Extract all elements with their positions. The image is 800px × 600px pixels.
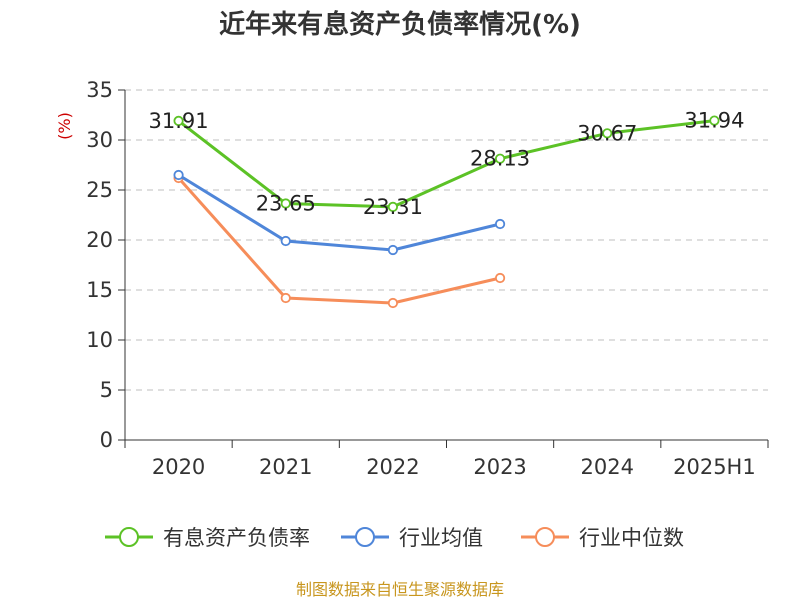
grid-lines <box>125 89 768 391</box>
data-point <box>387 244 399 256</box>
y-tick-label: 30 <box>86 128 113 152</box>
data-point <box>387 201 399 212</box>
legend-item-0: 有息资产负债率 <box>105 526 310 550</box>
y-tick-label: 20 <box>86 228 113 252</box>
data-point <box>494 218 506 230</box>
data-label: 31.94 <box>684 109 744 133</box>
legend-label: 有息资产负债率 <box>163 526 310 550</box>
x-tick-label: 2021 <box>259 455 312 479</box>
chart-title: 近年来有息资产负债率情况(%) <box>219 9 581 40</box>
data-label: 30.67 <box>577 121 637 145</box>
data-point <box>709 115 720 126</box>
y-tick-label: 35 <box>86 78 113 102</box>
y-tick-label: 10 <box>86 328 113 352</box>
legend-item-2: 行业中位数 <box>521 526 684 550</box>
data-point <box>602 128 613 139</box>
data-point <box>173 169 184 181</box>
data-label: 23.65 <box>256 192 316 216</box>
x-tick-label: 2020 <box>152 455 205 479</box>
data-labels: 31.91 23.65 23.31 28.13 30.67 31.94 <box>149 109 745 219</box>
data-point <box>494 153 506 164</box>
series-1 <box>173 169 506 256</box>
x-tick-label: 2022 <box>366 455 419 479</box>
data-point <box>280 235 291 247</box>
data-label: 28.13 <box>470 147 530 171</box>
y-tick-label: 0 <box>100 428 113 452</box>
legend-marker <box>535 527 555 547</box>
data-point <box>173 115 184 127</box>
x-tick-label: 2023 <box>473 455 526 479</box>
data-point <box>280 198 291 209</box>
legend-item-1: 行业均值 <box>341 526 483 550</box>
series-lines <box>173 115 720 309</box>
series-line <box>177 173 502 252</box>
data-label: 23.31 <box>363 195 423 219</box>
legend-marker <box>119 527 139 547</box>
y-tick-label: 5 <box>100 378 113 402</box>
data-point <box>494 272 506 284</box>
legend-marker <box>355 527 375 547</box>
axes: 0 5 10 15 20 25 30 35 2020 2021 2022 2023 2024 2025H1 <box>86 78 769 479</box>
y-axis-label: (%) <box>55 112 74 140</box>
source-note: 制图数据来自恒生聚源数据库 <box>296 580 504 599</box>
legend: 有息资产负债率 行业均值 行业中位数 <box>105 526 684 550</box>
x-tick-label: 2025H1 <box>673 455 756 479</box>
series-line <box>177 176 502 305</box>
data-label: 31.91 <box>149 109 209 133</box>
series-0 <box>173 115 720 212</box>
data-point <box>387 297 399 309</box>
legend-label: 行业中位数 <box>579 526 684 550</box>
y-tick-label: 15 <box>86 278 113 302</box>
y-tick-label: 25 <box>86 178 113 202</box>
x-tick-label: 2024 <box>581 455 634 479</box>
legend-label: 行业均值 <box>399 526 483 550</box>
series-line <box>177 119 716 209</box>
data-point <box>280 292 291 304</box>
